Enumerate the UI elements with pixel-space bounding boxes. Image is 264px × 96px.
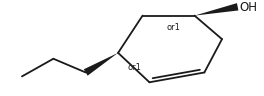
Text: or1: or1 — [166, 23, 180, 32]
Text: or1: or1 — [128, 63, 142, 72]
Text: OH: OH — [240, 1, 258, 14]
Polygon shape — [84, 53, 118, 76]
Polygon shape — [195, 3, 238, 16]
